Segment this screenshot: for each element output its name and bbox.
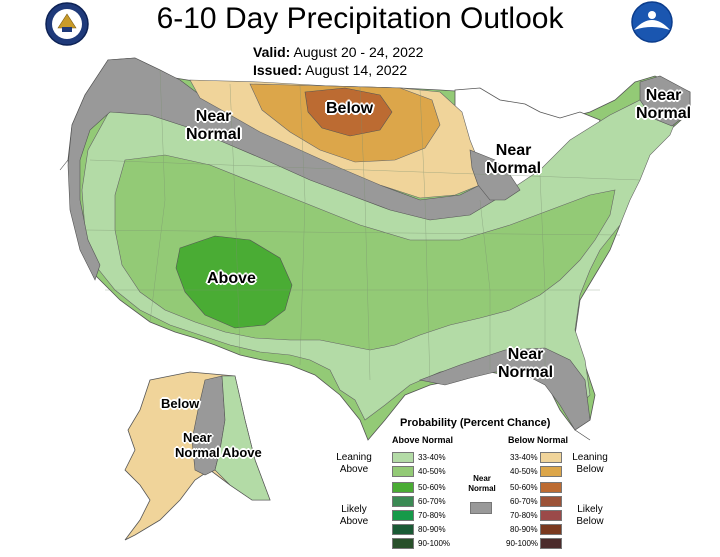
map-label-alaska-below: Below	[161, 396, 200, 411]
legend-swatch-above-6	[392, 524, 414, 535]
legend-swatch-above-4	[392, 496, 414, 507]
valid-line: Valid: August 20 - 24, 2022	[253, 44, 423, 60]
legend-below-bin-7: 90-100%	[506, 539, 539, 548]
legend-leaning-above: Leaning Above	[328, 452, 380, 476]
map-label-near-normal-southeast: Near Normal	[498, 346, 553, 382]
label-line-1: Near	[195, 108, 232, 125]
above-50-60-core	[175, 235, 293, 329]
word-line-2: Normal	[468, 484, 496, 493]
legend-near-normal: Near Normal	[454, 474, 510, 494]
label-line-1: Near	[495, 142, 532, 159]
label-line-2: Normal	[636, 105, 692, 122]
legend-likely-above: Likely Above	[328, 504, 380, 528]
legend-swatch-below-1	[540, 452, 562, 463]
word-line-1: Leaning	[336, 452, 372, 463]
legend-likely-below: Likely Below	[566, 504, 614, 528]
legend-swatch-above-7	[392, 538, 414, 549]
legend-above-bin-1: 33-40%	[418, 453, 446, 462]
label-line-1: Near	[645, 87, 682, 104]
word-line-2: Below	[576, 464, 604, 475]
legend-swatch-above-3	[392, 482, 414, 493]
word-line-1: Leaning	[572, 452, 608, 463]
word-line-1: Likely	[577, 504, 603, 515]
legend-swatch-above-2	[392, 466, 414, 477]
issued-label: Issued:	[253, 62, 303, 78]
state-borders	[84, 69, 641, 386]
legend-swatch-below-7	[540, 538, 562, 549]
legend-swatch-below-6	[540, 524, 562, 535]
probability-legend: Probability (Percent Chance) Above Norma…	[326, 412, 614, 554]
map-label-alaska-above: Above	[222, 445, 262, 460]
legend-below-bin-3: 50-60%	[510, 483, 538, 492]
legend-swatch-below-2	[540, 466, 562, 477]
label-line-1: Near	[182, 430, 212, 445]
label-line-1: Near	[507, 346, 544, 363]
legend-swatch-below-4	[540, 496, 562, 507]
legend-below-bin-4: 60-70%	[510, 497, 538, 506]
noaa-logo-icon	[631, 1, 673, 43]
legend-swatch-below-5	[540, 510, 562, 521]
label-line-2: Normal	[186, 126, 242, 143]
legend-above-bin-6: 80-90%	[418, 525, 446, 534]
word-line-1: Near	[473, 474, 491, 483]
legend-above-bin-4: 60-70%	[418, 497, 446, 506]
page-title: 6-10 Day Precipitation Outlook	[156, 2, 564, 35]
issued-value: August 14, 2022	[305, 62, 408, 78]
label-line-2: Normal	[486, 160, 542, 177]
legend-leaning-below: Leaning Below	[566, 452, 614, 476]
doc-seal-icon	[45, 2, 89, 46]
near-normal-greatlakes	[469, 149, 521, 201]
word-line-2: Below	[576, 516, 604, 527]
map-label-near-normal-west: Near Normal	[186, 108, 241, 144]
alaska-above	[214, 375, 271, 501]
legend-below-bin-6: 80-90%	[510, 525, 538, 534]
word-line-2: Above	[339, 516, 369, 527]
legend-above-bin-5: 70-80%	[418, 511, 446, 520]
legend-above-bin-3: 50-60%	[418, 483, 446, 492]
valid-value: August 20 - 24, 2022	[293, 44, 424, 60]
legend-below-header: Below Normal	[508, 435, 569, 445]
valid-label: Valid:	[253, 44, 291, 60]
legend-above-header: Above Normal	[392, 435, 454, 445]
legend-above-bin-2: 40-50%	[418, 467, 446, 476]
word-line-1: Likely	[341, 504, 367, 515]
near-normal-northeast	[639, 75, 691, 127]
legend-swatch-below-3	[540, 482, 562, 493]
legend-below-bin-1: 33-40%	[510, 453, 538, 462]
map-label-above-southwest: Above	[207, 270, 256, 287]
label-line-2: Normal	[498, 364, 554, 381]
legend-swatch-near-normal	[470, 502, 492, 514]
map-label-below-north: Below	[326, 100, 374, 117]
legend-below-bin-2: 40-50%	[510, 467, 538, 476]
map-label-near-normal-greatlakes: Near Normal	[486, 142, 541, 178]
map-label-near-normal-northeast: Near Normal	[636, 87, 691, 123]
legend-title: Probability (Percent Chance)	[400, 417, 551, 429]
legend-swatch-above-1	[392, 452, 414, 463]
below-50-60-north	[304, 87, 393, 137]
issued-line: Issued: August 14, 2022	[253, 62, 407, 78]
legend-below-bin-5: 70-80%	[510, 511, 538, 520]
label-line-2: Normal	[175, 445, 220, 460]
map-label-alaska-near-normal: Near Normal	[175, 430, 220, 460]
legend-swatch-above-5	[392, 510, 414, 521]
legend-above-bin-7: 90-100%	[418, 539, 451, 548]
word-line-2: Above	[339, 464, 369, 475]
coastline-hint	[59, 159, 591, 441]
